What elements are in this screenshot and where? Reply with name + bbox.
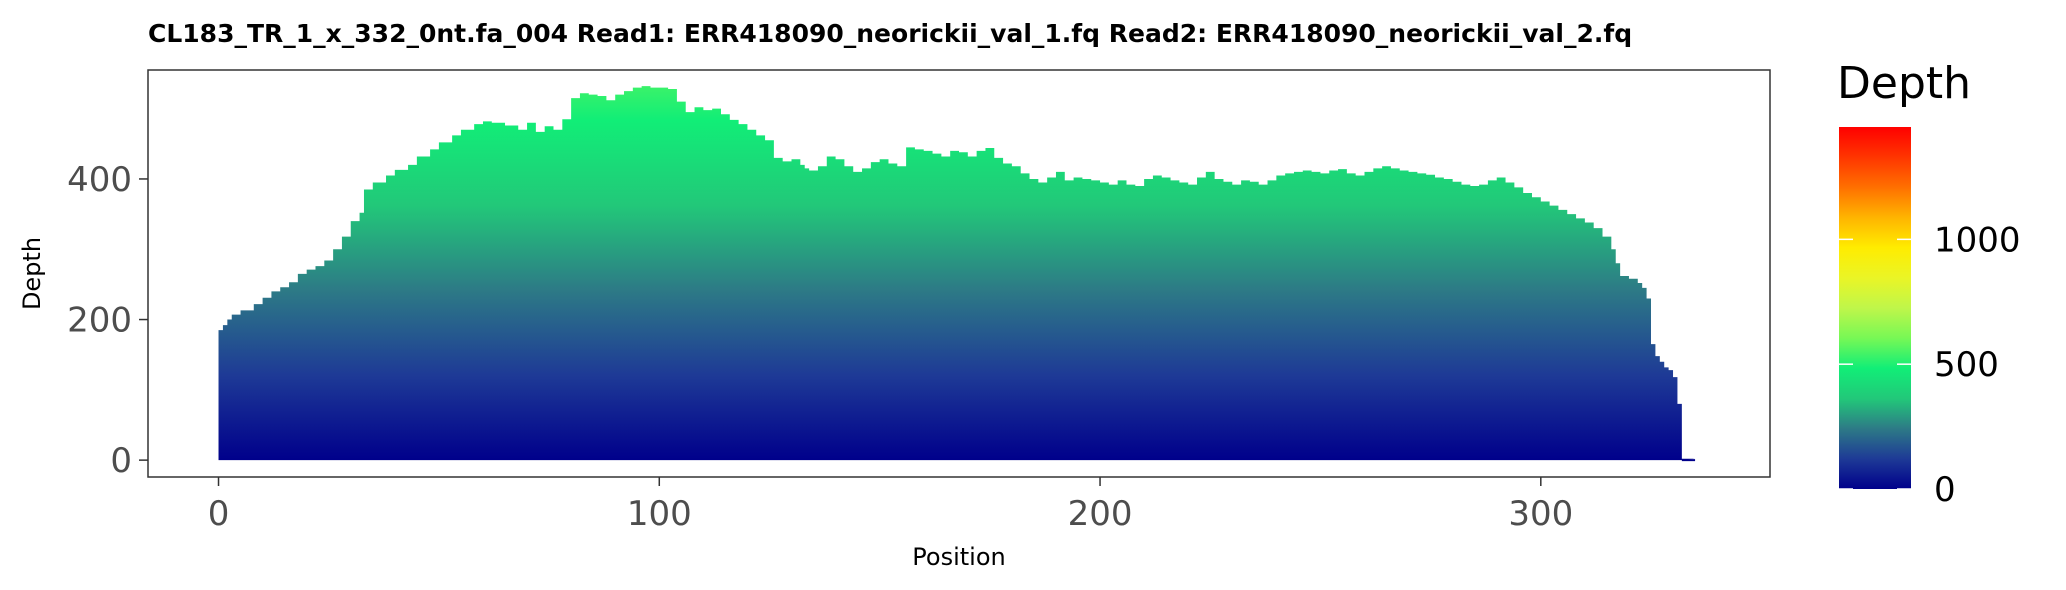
legend-title: Depth	[1837, 58, 1971, 109]
y-axis: 0 200 400	[67, 160, 148, 481]
legend-tick-label: 1000	[1934, 220, 2021, 260]
plot-area	[147, 69, 1771, 478]
color-legend: Depth 0 500 1000	[1837, 58, 2021, 510]
x-axis-title: Position	[912, 543, 1005, 571]
legend-color-bar	[1839, 127, 1911, 489]
panel-border	[147, 69, 1771, 478]
legend-tick-label: 0	[1934, 470, 1956, 510]
x-axis: 0 100 200 300	[208, 477, 1573, 534]
x-tick-label: 0	[208, 494, 230, 534]
x-tick-label: 300	[1508, 494, 1573, 534]
x-tick-label: 100	[627, 494, 692, 534]
chart-title: CL183_TR_1_x_332_0nt.fa_004 Read1: ERR41…	[148, 19, 1632, 48]
y-tick-label: 200	[67, 301, 132, 341]
y-tick-label: 0	[110, 441, 132, 481]
depth-area	[218, 86, 1696, 461]
y-tick-label: 400	[67, 160, 132, 200]
y-axis-title: Depth	[18, 237, 46, 310]
x-tick-label: 200	[1068, 494, 1133, 534]
legend-tick-label: 500	[1934, 345, 1999, 385]
